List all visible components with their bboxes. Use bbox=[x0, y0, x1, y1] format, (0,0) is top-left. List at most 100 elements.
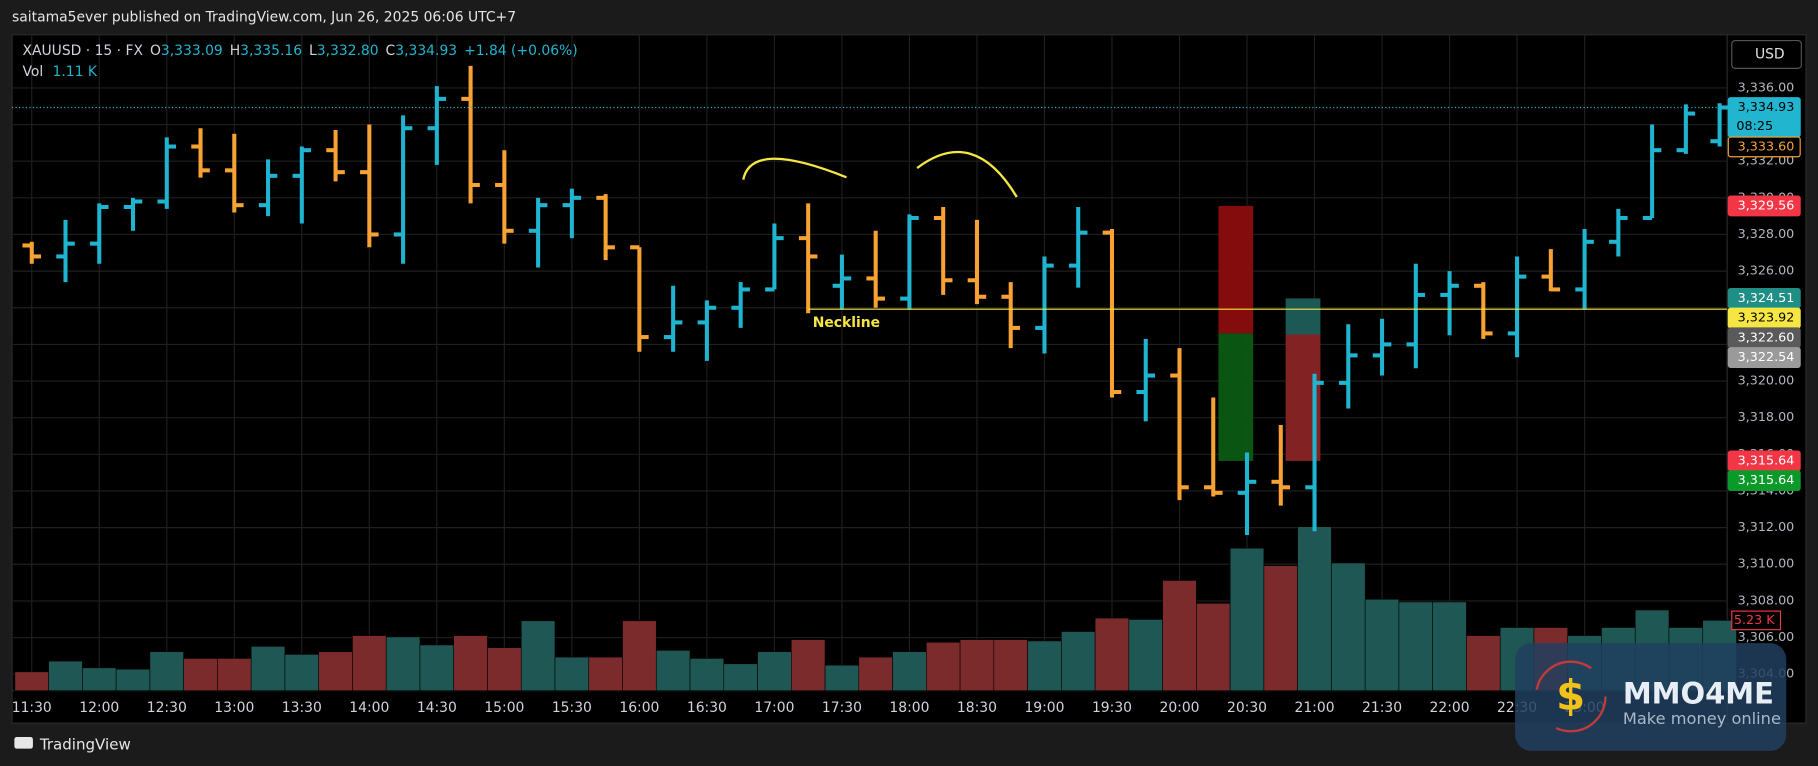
legend-value: 3,335.16 bbox=[240, 43, 302, 59]
position-target bbox=[1285, 298, 1321, 335]
legend-value: 3,332.80 bbox=[317, 43, 379, 59]
x-tick-label: 21:30 bbox=[1362, 700, 1402, 716]
volume-bar bbox=[115, 668, 151, 691]
legend: XAUUSD · 15 · FX O3,333.09 H3,335.16 L3,332… bbox=[22, 43, 577, 59]
price-label-box bbox=[1727, 195, 1801, 217]
volume-label: 5.23 K bbox=[1734, 613, 1775, 628]
volume-bar bbox=[588, 656, 623, 691]
volume-bar bbox=[993, 639, 1028, 691]
legend-value: 3,334.93 bbox=[395, 43, 457, 59]
y-tick-label: 3,312.00 bbox=[1738, 520, 1795, 535]
symbol: XAUUSD · 15 · FX bbox=[22, 43, 143, 59]
watermark-title: MMO4ME bbox=[1623, 676, 1774, 710]
legend-key: Vol bbox=[22, 64, 43, 80]
price-label: 3,315.64 bbox=[1738, 473, 1795, 488]
volume-bar bbox=[520, 620, 556, 691]
price-label-countdown: 08:25 bbox=[1736, 119, 1773, 134]
volume-bar bbox=[554, 656, 590, 691]
volume-bar bbox=[1398, 601, 1433, 691]
y-tick-label: 3,320.00 bbox=[1738, 374, 1795, 389]
volume-bar bbox=[487, 647, 522, 691]
volume-bar bbox=[14, 671, 49, 691]
x-tick-label: 21:00 bbox=[1295, 700, 1335, 716]
volume-bar bbox=[824, 664, 860, 691]
x-tick-label: 14:00 bbox=[349, 700, 389, 716]
price-label: 3,315.64 bbox=[1738, 453, 1795, 468]
neckline-label: Neckline bbox=[813, 315, 880, 331]
price-label: 3,323.92 bbox=[1738, 311, 1795, 326]
volume-bar bbox=[149, 651, 184, 691]
x-tick-label: 20:30 bbox=[1227, 700, 1267, 716]
volume-bar bbox=[1297, 526, 1332, 691]
price-label-box bbox=[1727, 136, 1801, 158]
currency-button[interactable] bbox=[1731, 39, 1802, 69]
x-tick-label: 17:30 bbox=[822, 700, 862, 716]
x-tick-label: 19:00 bbox=[1024, 700, 1064, 716]
volume-bar bbox=[82, 667, 117, 691]
volume-bar bbox=[453, 635, 488, 691]
y-tick-label: 3,328.00 bbox=[1738, 227, 1795, 242]
volume bbox=[14, 526, 1737, 691]
volume-bar bbox=[1331, 562, 1366, 691]
volume-bar bbox=[791, 639, 826, 691]
x-tick-label: 19:30 bbox=[1092, 700, 1132, 716]
y-tick-label: 3,318.00 bbox=[1738, 410, 1795, 425]
positions bbox=[1218, 205, 1321, 461]
watermark-subtitle: Make money online bbox=[1623, 709, 1781, 728]
x-tick-label: 17:00 bbox=[754, 700, 794, 716]
x-tick-label: 12:00 bbox=[79, 700, 119, 716]
x-tick-label: 11:30 bbox=[12, 700, 52, 716]
volume-bar bbox=[1128, 619, 1163, 691]
legend-key: O bbox=[150, 43, 161, 59]
volume-bar bbox=[757, 651, 792, 691]
x-tick-label: 22:00 bbox=[1430, 700, 1470, 716]
footer-logo bbox=[14, 737, 33, 749]
x-tick-label: 13:30 bbox=[282, 700, 322, 716]
x-tick-label: 15:00 bbox=[484, 700, 524, 716]
x-tick-label: 20:00 bbox=[1159, 700, 1199, 716]
y-tick-label: 3,336.00 bbox=[1738, 80, 1795, 95]
volume-bar bbox=[1466, 635, 1501, 691]
price-label: 3,324.51 bbox=[1738, 291, 1795, 306]
legend-value: 3,333.09 bbox=[161, 43, 223, 59]
volume-bar bbox=[689, 658, 725, 691]
legend-change: +1.84 (+0.06%) bbox=[464, 43, 578, 59]
drawn-arc bbox=[742, 157, 847, 180]
x-tick-label: 16:30 bbox=[687, 700, 727, 716]
y-tick-label: 3,332.00 bbox=[1738, 154, 1795, 169]
volume-bar bbox=[1263, 565, 1298, 691]
legend-key: C bbox=[386, 43, 396, 59]
volume-bar bbox=[1162, 580, 1197, 691]
volume-bar bbox=[858, 656, 893, 691]
watermark: $ MMO4ME Make money online bbox=[1515, 643, 1787, 751]
currency[interactable]: USD bbox=[1755, 46, 1785, 62]
volume-bar bbox=[655, 650, 691, 691]
price-label-box bbox=[1727, 347, 1801, 368]
position-target bbox=[1218, 205, 1254, 334]
x-tick-label: 14:30 bbox=[417, 700, 457, 716]
y-tick-label: 3,326.00 bbox=[1738, 264, 1795, 279]
volume-bar bbox=[284, 654, 319, 691]
volume-bar bbox=[48, 660, 83, 691]
y-tick-label: 3,306.00 bbox=[1738, 630, 1795, 645]
price-label: 3,322.54 bbox=[1738, 350, 1795, 365]
volume-bar bbox=[622, 620, 657, 691]
x-tick-label: 13:00 bbox=[214, 700, 254, 716]
volume-legend: Vol 1.11 K bbox=[22, 64, 97, 80]
x-tick-label: 18:30 bbox=[957, 700, 997, 716]
watermark-ring bbox=[1534, 660, 1607, 733]
price-label: 3,322.60 bbox=[1738, 330, 1795, 345]
published-line: saitama5ever published on TradingView.co… bbox=[12, 9, 516, 25]
x-tick-label: 15:30 bbox=[552, 700, 592, 716]
price-bars bbox=[22, 65, 1729, 535]
y-tick-label: 3,310.00 bbox=[1738, 557, 1795, 572]
volume-bar bbox=[385, 636, 421, 691]
volume-bar bbox=[926, 641, 961, 691]
position-stop bbox=[1218, 333, 1254, 461]
x-tick-label: 18:00 bbox=[889, 700, 929, 716]
volume-bar bbox=[183, 658, 218, 691]
volume-bar bbox=[419, 644, 455, 691]
volume-bar bbox=[1094, 617, 1130, 691]
